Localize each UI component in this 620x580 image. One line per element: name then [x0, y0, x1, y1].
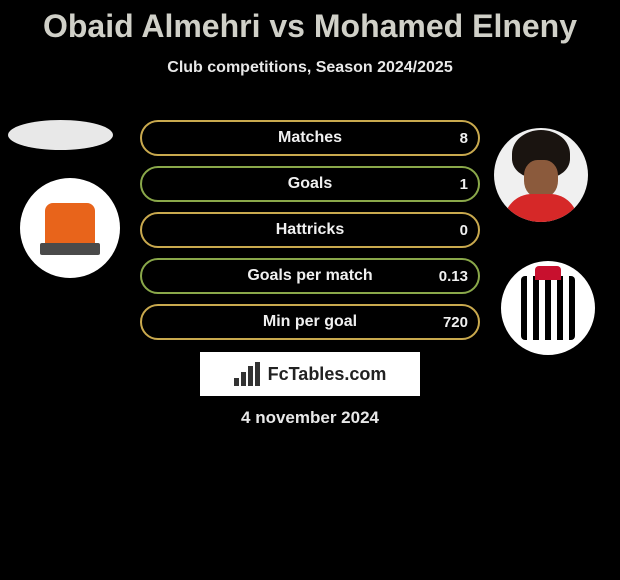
stat-label: Min per goal: [263, 313, 357, 331]
watermark: FcTables.com: [200, 352, 420, 396]
stat-value-right: 720: [443, 314, 468, 331]
stat-row: Goals per match 0.13: [0, 258, 620, 294]
stat-label: Hattricks: [276, 221, 344, 239]
watermark-text: FcTables.com: [268, 364, 387, 385]
stats-container: Matches 8 Goals 1 Hattricks 0 Goals per …: [0, 120, 620, 350]
date-text: 4 november 2024: [0, 408, 620, 428]
stat-label: Goals per match: [247, 267, 372, 285]
stat-pill-mpg: Min per goal 720: [140, 304, 480, 340]
stat-value-right: 0: [460, 222, 468, 239]
stat-row: Min per goal 720: [0, 304, 620, 340]
subtitle: Club competitions, Season 2024/2025: [0, 59, 620, 77]
stat-pill-hattricks: Hattricks 0: [140, 212, 480, 248]
stat-row: Matches 8: [0, 120, 620, 156]
stat-value-right: 1: [460, 176, 468, 193]
stat-value-right: 8: [460, 130, 468, 147]
stat-value-right: 0.13: [439, 268, 468, 285]
stat-row: Goals 1: [0, 166, 620, 202]
stat-label: Goals: [288, 175, 332, 193]
stat-row: Hattricks 0: [0, 212, 620, 248]
stat-pill-goals: Goals 1: [140, 166, 480, 202]
stat-pill-gpm: Goals per match 0.13: [140, 258, 480, 294]
stat-pill-matches: Matches 8: [140, 120, 480, 156]
stat-label: Matches: [278, 129, 342, 147]
watermark-icon: [234, 362, 262, 386]
page-title: Obaid Almehri vs Mohamed Elneny: [0, 0, 620, 45]
